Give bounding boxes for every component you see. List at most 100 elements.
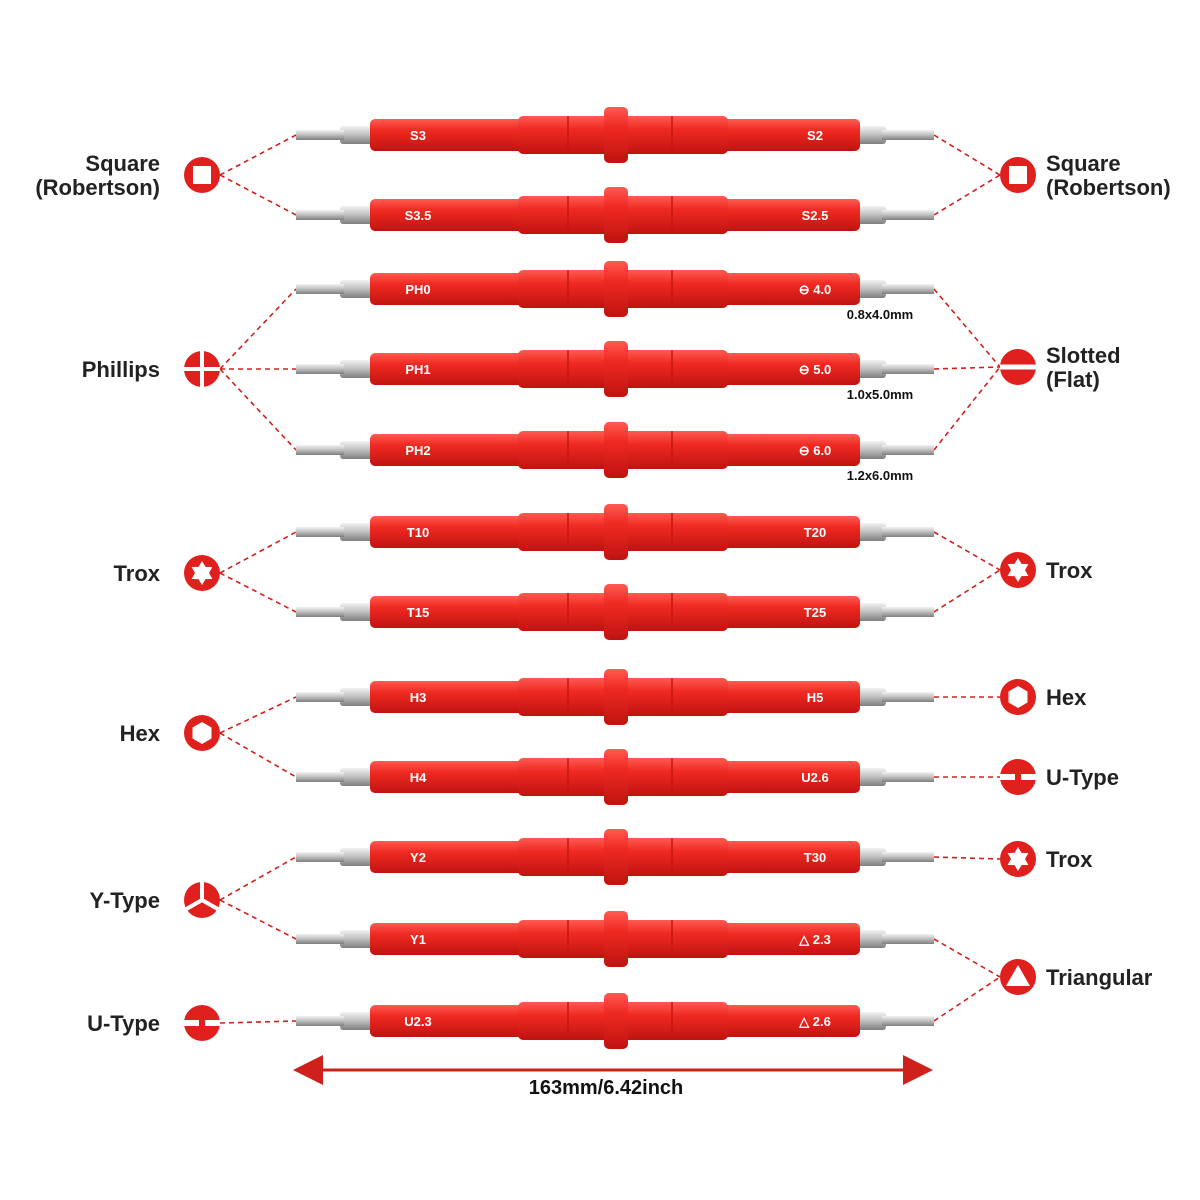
grip-ring — [604, 341, 628, 397]
right-tip — [882, 772, 934, 782]
grip-ring — [604, 993, 628, 1049]
right-collar — [856, 126, 886, 144]
connector-line — [933, 174, 1001, 216]
left-tip — [296, 934, 344, 944]
right-tip — [882, 210, 934, 220]
screwdriver-bit: H4 U2.6 — [296, 749, 934, 805]
type-label: Hex — [1046, 685, 1087, 710]
screwdriver-bit: PH2 ⊖ 6.0 1.2x6.0mm — [296, 422, 934, 483]
type-label: Slotted — [1046, 343, 1121, 368]
left-tip — [296, 364, 344, 374]
bit-list: S3 S2 S3.5 S2.5 PH0 ⊖ 4.0 0.8x4.0mm PH1 ⊖ 5.0 1.0… — [296, 107, 934, 1049]
connector-line — [219, 288, 297, 370]
connector-line — [933, 134, 1001, 176]
connector-line — [219, 856, 297, 901]
left-collar — [340, 848, 374, 866]
grip-ring — [604, 911, 628, 967]
connector-line — [219, 531, 297, 574]
type-label: Trox — [114, 561, 161, 586]
connector-line — [219, 134, 297, 176]
bit-size-right: S2 — [807, 128, 823, 143]
y-type-icon — [184, 882, 220, 918]
left-collar — [340, 523, 374, 541]
square-icon — [184, 157, 220, 193]
connector-line — [219, 696, 297, 734]
bit-size-right: ⊖ 6.0 — [799, 443, 832, 458]
right-tip — [882, 934, 934, 944]
left-tip — [296, 852, 344, 862]
grip-ring — [604, 504, 628, 560]
grip-ring — [604, 669, 628, 725]
bit-size-right: ⊖ 4.0 — [799, 282, 832, 297]
left-collar — [340, 280, 374, 298]
left-collar — [340, 688, 374, 706]
connector-lines — [219, 134, 1001, 1024]
right-collar — [856, 768, 886, 786]
slot-spec: 1.2x6.0mm — [847, 468, 914, 483]
bit-size-left: Y2 — [410, 850, 426, 865]
dimension-label: 163mm/6.42inch — [529, 1077, 684, 1099]
connector-line — [933, 569, 1001, 613]
right-tip — [882, 692, 934, 702]
screwdriver-bit: Y2 T30 — [296, 829, 934, 885]
left-collar — [340, 360, 374, 378]
trox-icon — [184, 555, 220, 591]
right-collar — [856, 603, 886, 621]
bit-size-right: △ 2.6 — [798, 1014, 831, 1029]
screwdriver-bit: S3.5 S2.5 — [296, 187, 934, 243]
connector-line — [219, 368, 297, 451]
left-collar — [340, 930, 374, 948]
left-tip — [296, 527, 344, 537]
bit-size-right: T25 — [804, 605, 826, 620]
connector-line — [933, 366, 1001, 451]
triangular-icon — [1000, 959, 1036, 995]
bit-size-left: H4 — [410, 770, 427, 785]
right-collar — [856, 441, 886, 459]
left-tip — [296, 607, 344, 617]
connector-line — [933, 288, 1001, 368]
type-label: U-Type — [1046, 765, 1119, 790]
connector-line — [219, 732, 297, 778]
screwdriver-bit: U2.3 △ 2.6 — [296, 993, 934, 1049]
connector-line — [933, 531, 1001, 571]
right-tip — [882, 852, 934, 862]
grip-ring — [604, 261, 628, 317]
trox-icon — [1000, 841, 1036, 877]
left-tip — [296, 445, 344, 455]
bit-size-left: PH1 — [405, 362, 430, 377]
type-label-sub: (Robertson) — [35, 175, 160, 200]
u-type-icon — [184, 1005, 220, 1041]
u-type-icon — [1000, 759, 1036, 795]
connector-line — [933, 938, 1001, 978]
type-label: Trox — [1046, 847, 1093, 872]
right-tip — [882, 364, 934, 374]
right-collar — [856, 1012, 886, 1030]
grip-ring — [604, 829, 628, 885]
bit-size-left: S3 — [410, 128, 426, 143]
left-collar — [340, 206, 374, 224]
screwdriver-bit: PH1 ⊖ 5.0 1.0x5.0mm — [296, 341, 934, 402]
left-tip — [296, 692, 344, 702]
connector-line — [933, 856, 1001, 860]
slot-spec: 0.8x4.0mm — [847, 307, 914, 322]
bit-size-right: T20 — [804, 525, 826, 540]
type-label: Phillips — [82, 357, 160, 382]
connector-line — [219, 572, 297, 613]
right-tip — [882, 445, 934, 455]
bit-size-left: T10 — [407, 525, 429, 540]
left-collar — [340, 1012, 374, 1030]
type-label: Triangular — [1046, 965, 1153, 990]
right-collar — [856, 523, 886, 541]
right-collar — [856, 688, 886, 706]
grip-ring — [604, 187, 628, 243]
type-label: Trox — [1046, 558, 1093, 583]
right-collar — [856, 280, 886, 298]
type-label: Square — [85, 151, 160, 176]
right-tip — [882, 284, 934, 294]
grip-ring — [604, 584, 628, 640]
right-tip — [882, 1016, 934, 1026]
screwdriver-bit: T15 T25 — [296, 584, 934, 640]
bit-size-right: △ 2.3 — [798, 932, 831, 947]
connector-line — [219, 1020, 297, 1024]
